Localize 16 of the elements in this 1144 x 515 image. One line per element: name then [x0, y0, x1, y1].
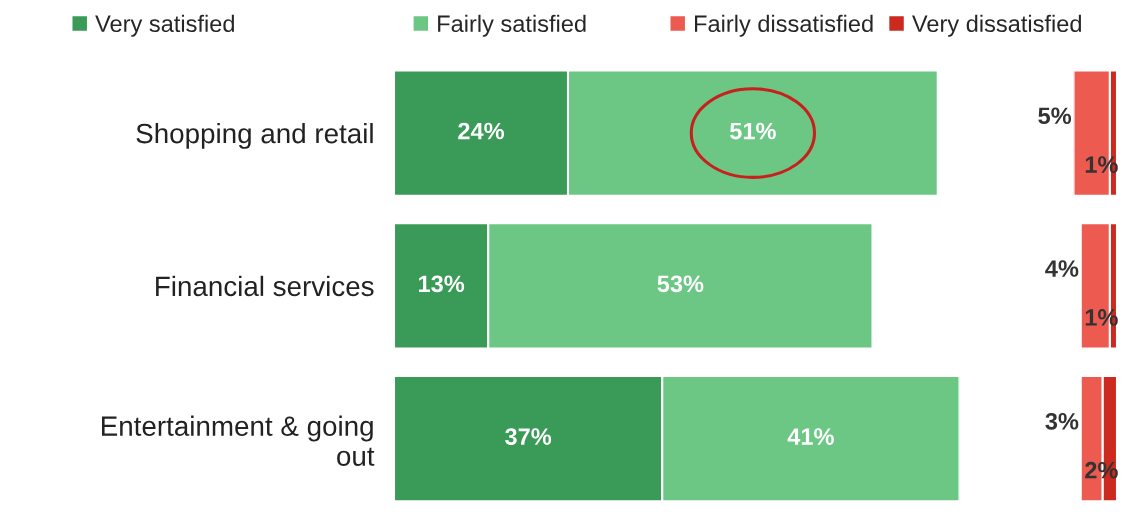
data-label: 41% — [787, 428, 834, 445]
data-label: 53% — [657, 275, 704, 293]
y-tick-label: Shopping and retail — [136, 122, 373, 149]
y-tick-label: Entertainment & going out — [101, 415, 375, 466]
y-tick-label: Financial services — [156, 275, 374, 297]
data-label: 4% — [1045, 260, 1079, 277]
data-label: 3% — [1045, 412, 1079, 430]
legend-label: Fairly satisfied — [438, 14, 586, 37]
data-label: 51% — [729, 122, 776, 140]
data-label: 13% — [418, 275, 465, 293]
legend-label: Very dissatisfied — [912, 14, 1081, 37]
data-label: 37% — [505, 428, 552, 445]
legend-label: Very satisfied — [95, 14, 234, 37]
data-label: 24% — [458, 122, 505, 140]
legend-label: Fairly dissatisfied — [694, 14, 873, 37]
data-label: 5% — [1038, 107, 1072, 125]
